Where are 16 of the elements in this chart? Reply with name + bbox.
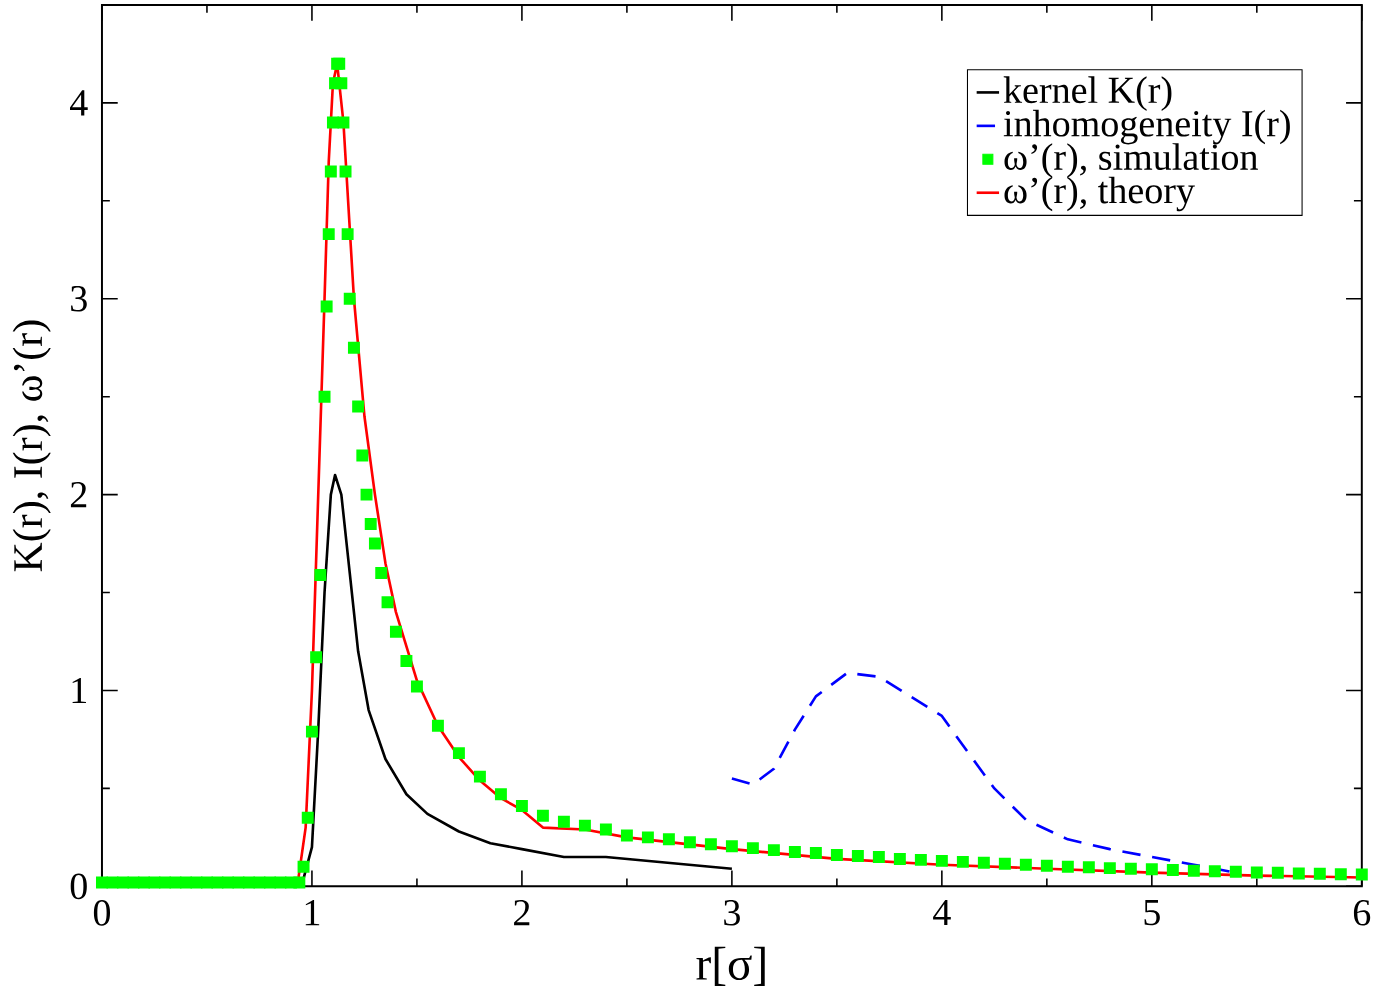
y-tick-label: 3 (71, 286, 87, 312)
legend-label: ω’(r), theory (1004, 176, 1195, 212)
x-tick-label: 1 (305, 900, 320, 926)
y-tick-label: 1 (72, 678, 86, 704)
x-tick-label: 6 (1353, 900, 1371, 926)
x-tick-label: 5 (1144, 900, 1160, 926)
x-axis-title: r[σ] (696, 947, 765, 987)
x-tick-label: 3 (724, 900, 740, 926)
legend-label: inhomogeneity I(r) (1003, 110, 1290, 145)
y-tick-label: 2 (70, 482, 87, 508)
y-tick-label: 4 (70, 90, 88, 116)
x-tick-label: 2 (514, 900, 530, 926)
y-tick-label: 0 (70, 873, 87, 900)
x-tick-label: 4 (933, 900, 951, 926)
x-tick-label: 0 (93, 900, 111, 926)
y-axis-title: K(r), I(r), ω’(r) (12, 320, 51, 572)
